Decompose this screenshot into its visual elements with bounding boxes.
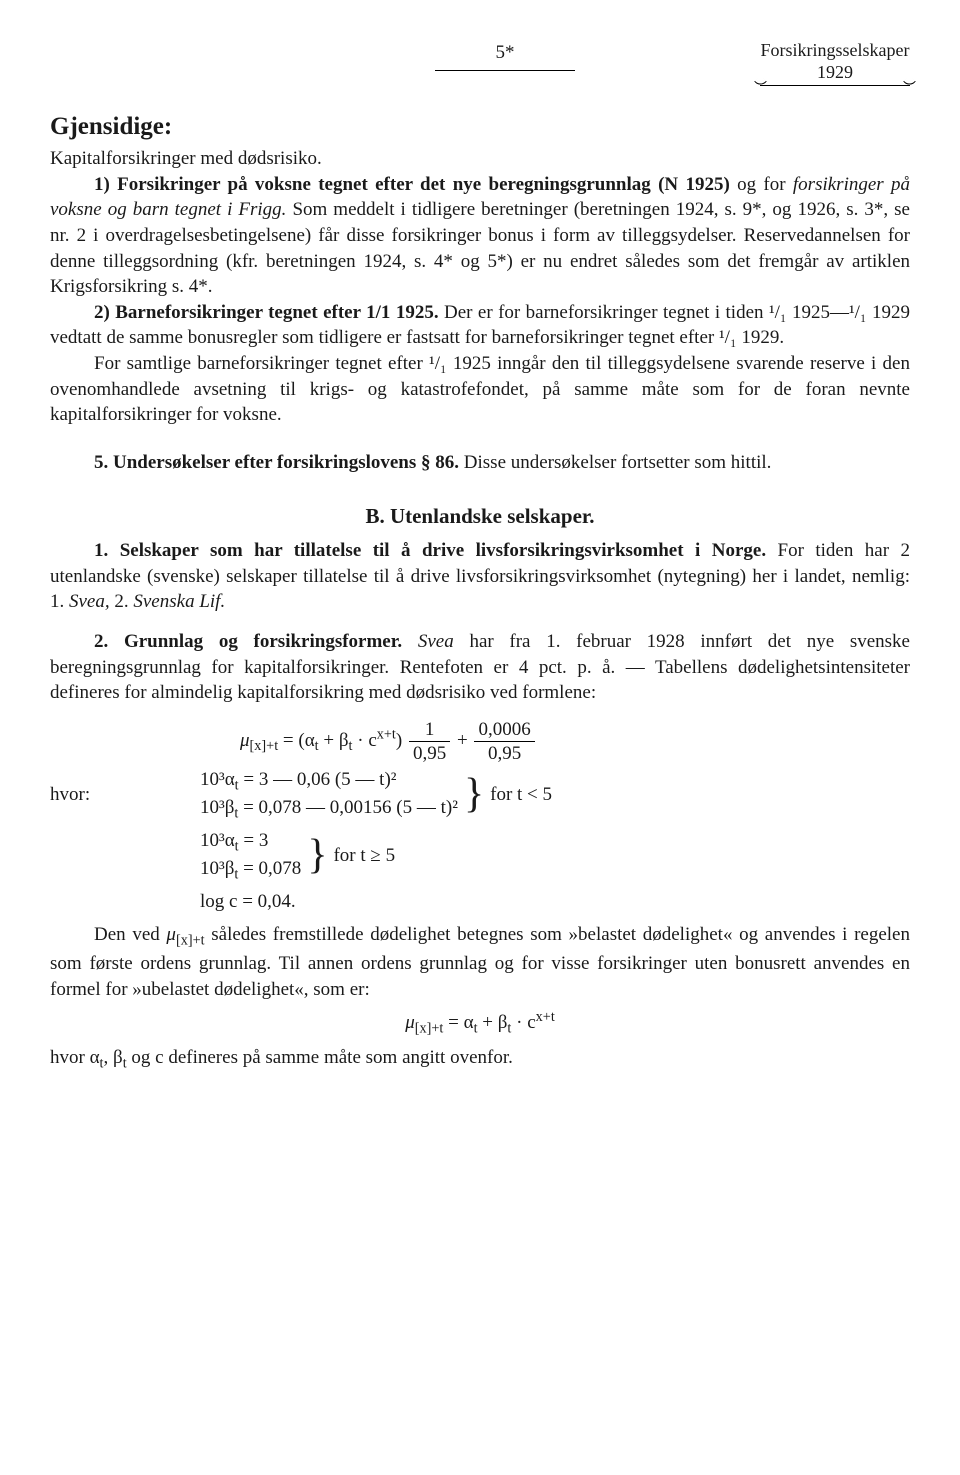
paragraph-5: 1. Selskaper som har tillatelse til å dr…: [50, 538, 910, 615]
paragraph-6: 2. Grunnlag og forsikringsformer. Svea h…: [50, 629, 910, 706]
formula-lines-1: 10³αt = 3 — 0,06 (5 — t)² 10³βt = 0,078 …: [160, 767, 910, 824]
formula-lines-2: 10³αt = 3 10³βt = 0,078 } for t ≥ 5: [160, 828, 910, 885]
p8c: og c defineres på samme måte som angitt …: [127, 1047, 513, 1068]
p7a: Den ved: [94, 924, 166, 945]
frac-1: 10,95: [409, 720, 450, 763]
mu-paren: ): [396, 730, 407, 751]
frac1-den: 0,95: [409, 742, 450, 763]
line-beta-2: 10³βt = 0,078: [200, 856, 301, 885]
p1-rest: og for: [730, 174, 793, 195]
header-right: Forsikringsselskaper 1929: [760, 40, 910, 86]
frac2-den: 0,95: [474, 742, 534, 763]
p5-mid: 2.: [110, 591, 134, 612]
line-beta-1: 10³βt = 0,078 — 0,00156 (5 — t)²: [200, 795, 458, 824]
formula-2: μ[x]+t = αt + βt · cx+t: [50, 1008, 910, 1039]
formula-block: μ[x]+t = (αt + βt · cx+t) 10,95 + 0,0006…: [50, 720, 910, 915]
formula-plus: +: [452, 730, 472, 751]
mu-formula: μ[x]+t = (αt + βt · cx+t) 10,95 + 0,0006…: [160, 720, 910, 763]
paragraph-7: Den ved μ[x]+t således fremstillede døde…: [50, 922, 910, 1002]
brace-2: }: [307, 837, 327, 875]
mu-plus: + β: [319, 730, 349, 751]
p4-rest: Disse undersøkelser fortsetter som hitti…: [459, 452, 771, 473]
f2-plus: + β: [478, 1012, 508, 1033]
company-heading: Gjensidige:: [50, 110, 910, 144]
cond-1: for t < 5: [490, 782, 552, 808]
mu-exp: x+t: [377, 727, 396, 743]
p7-mu: μ: [166, 924, 176, 945]
p6-lead: 2. Grunnlag og forsikringsformer.: [94, 631, 402, 652]
paragraph-1: 1) Forsikringer på voksne tegnet efter d…: [50, 172, 910, 300]
paragraph-3: For samtlige barneforsikringer tegnet ef…: [50, 351, 910, 428]
mu-symbol: μ: [240, 730, 250, 751]
p4-lead: 5. Undersøkelser efter forsikringslovens…: [94, 452, 459, 473]
page-number-text: 5*: [496, 42, 515, 63]
mu-subscript: [x]+t: [250, 738, 279, 754]
paragraph-8: hvor αt, βt og c defineres på samme måte…: [50, 1045, 910, 1074]
page-header: 5* Forsikringsselskaper 1929: [50, 40, 910, 86]
line-alpha-1: 10³αt = 3 — 0,06 (5 — t)²: [200, 767, 458, 796]
p5-it2: Svenska Lif.: [133, 591, 225, 612]
p2-lead: 2) Barneforsikringer tegnet efter 1/1 19…: [94, 302, 439, 323]
section-b-heading: B. Utenlandske selskaper.: [50, 502, 910, 530]
brace-1: }: [464, 776, 484, 814]
page-number: 5*: [50, 40, 760, 71]
frac1-num: 1: [409, 720, 450, 742]
f2-exp: x+t: [536, 1009, 555, 1025]
line-alpha-2: 10³αt = 3: [200, 828, 301, 857]
f2-mu: μ: [405, 1012, 415, 1033]
p6-it: Svea: [402, 631, 454, 652]
hvor-label: hvor:: [50, 782, 160, 808]
p8a: hvor α: [50, 1047, 100, 1068]
f2-cdot: · c: [511, 1012, 535, 1033]
sub-heading: Kapitalforsikringer med dødsrisiko.: [50, 146, 910, 172]
mu-cdot: · c: [353, 730, 377, 751]
paragraph-4: 5. Undersøkelser efter forsikringslovens…: [50, 450, 910, 476]
cond-2: for t ≥ 5: [333, 843, 395, 869]
mu-eq: = (α: [278, 730, 315, 751]
log-c-line: log c = 0,04.: [160, 889, 910, 915]
p5-it1: Svea,: [69, 591, 110, 612]
f2-sub: [x]+t: [415, 1021, 444, 1037]
frac-2: 0,00060,95: [474, 720, 534, 763]
header-title: Forsikringsselskaper: [760, 40, 910, 62]
p8b: , β: [104, 1047, 123, 1068]
header-year: 1929: [760, 62, 910, 84]
paragraph-2: 2) Barneforsikringer tegnet efter 1/1 19…: [50, 300, 910, 351]
p7-sub: [x]+t: [176, 933, 205, 949]
p1-lead: 1) Forsikringer på voksne tegnet efter d…: [94, 174, 730, 195]
frac2-num: 0,0006: [474, 720, 534, 742]
f2-eq: = α: [443, 1012, 473, 1033]
p5-lead: 1. Selskaper som har tillatelse til å dr…: [94, 540, 766, 561]
